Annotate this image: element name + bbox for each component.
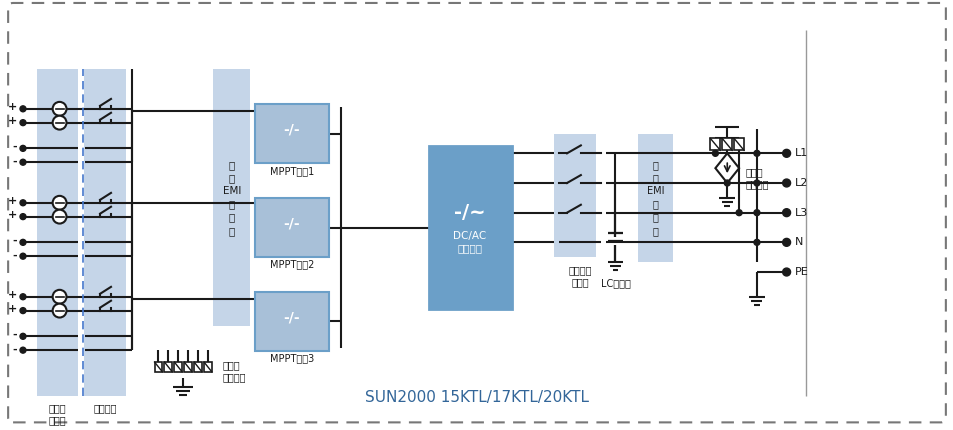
Text: 输入电
流检测: 输入电 流检测: [49, 404, 67, 425]
Text: -: -: [12, 141, 17, 151]
FancyBboxPatch shape: [84, 69, 126, 396]
Text: MPPT电路1: MPPT电路1: [270, 166, 314, 176]
Text: -: -: [12, 345, 17, 355]
FancyBboxPatch shape: [554, 134, 595, 257]
FancyBboxPatch shape: [255, 198, 328, 257]
Text: 直流开关: 直流开关: [93, 404, 116, 414]
Bar: [734, 138, 743, 150]
Circle shape: [736, 210, 741, 215]
Text: PE: PE: [794, 267, 807, 277]
Text: -/~: -/~: [454, 203, 485, 222]
Circle shape: [753, 180, 760, 186]
Text: -/-: -/-: [283, 217, 300, 230]
Text: SUN2000 15KTL/17KTL/20KTL: SUN2000 15KTL/17KTL/20KTL: [365, 390, 588, 405]
Circle shape: [781, 209, 790, 217]
Circle shape: [781, 179, 790, 187]
Text: -: -: [12, 235, 17, 246]
Circle shape: [781, 268, 790, 276]
Text: +: +: [8, 196, 17, 206]
Bar: [710, 138, 720, 150]
Text: L1: L1: [794, 148, 807, 158]
FancyBboxPatch shape: [638, 134, 672, 262]
Bar: [164, 362, 172, 372]
Circle shape: [52, 290, 67, 304]
Text: LC滤波器: LC滤波器: [600, 278, 630, 288]
Circle shape: [753, 210, 760, 215]
Text: MPPT电路3: MPPT电路3: [270, 353, 314, 364]
Bar: [184, 362, 192, 372]
Circle shape: [52, 116, 67, 129]
Circle shape: [20, 214, 26, 220]
Circle shape: [781, 238, 790, 246]
Text: 直流浪
涌保护器: 直流浪 涌保护器: [223, 360, 246, 382]
Circle shape: [52, 210, 67, 224]
FancyBboxPatch shape: [428, 146, 511, 309]
Text: -: -: [12, 251, 17, 261]
Bar: [154, 362, 162, 372]
Circle shape: [20, 294, 26, 300]
Circle shape: [20, 253, 26, 259]
Circle shape: [20, 159, 26, 165]
Text: L2: L2: [794, 178, 807, 188]
Text: N: N: [794, 237, 802, 247]
Circle shape: [753, 240, 760, 245]
Circle shape: [52, 196, 67, 210]
Circle shape: [20, 347, 26, 353]
FancyBboxPatch shape: [255, 104, 328, 163]
Text: +: +: [8, 304, 17, 313]
Bar: [174, 362, 182, 372]
Text: -: -: [12, 157, 17, 167]
Bar: [204, 362, 212, 372]
Bar: [193, 362, 202, 372]
Text: 交流浪
涌保护器: 交流浪 涌保护器: [744, 167, 768, 189]
Text: -/-: -/-: [283, 310, 300, 325]
FancyBboxPatch shape: [213, 69, 251, 326]
Text: 输出隔离
继电器: 输出隔离 继电器: [568, 265, 591, 288]
Circle shape: [52, 102, 67, 116]
Circle shape: [20, 240, 26, 245]
Circle shape: [20, 307, 26, 313]
Text: -/-: -/-: [283, 123, 300, 137]
Circle shape: [712, 150, 718, 156]
Circle shape: [20, 200, 26, 206]
Text: +: +: [8, 102, 17, 112]
FancyBboxPatch shape: [255, 292, 328, 350]
Text: +: +: [8, 290, 17, 300]
Text: +: +: [8, 116, 17, 126]
Circle shape: [20, 120, 26, 126]
Circle shape: [753, 150, 760, 156]
Circle shape: [20, 145, 26, 151]
Bar: [721, 138, 732, 150]
Circle shape: [20, 333, 26, 339]
Text: 输
入
EMI
滤
波
器: 输 入 EMI 滤 波 器: [222, 160, 240, 236]
Text: MPPT电路2: MPPT电路2: [270, 260, 314, 270]
Text: +: +: [8, 210, 17, 220]
Text: -: -: [12, 329, 17, 339]
Text: 输
出
EMI
滤
波
器: 输 出 EMI 滤 波 器: [646, 160, 663, 236]
Text: DC/AC
逆变电路: DC/AC 逆变电路: [453, 231, 486, 254]
Circle shape: [52, 304, 67, 317]
Text: L3: L3: [794, 208, 807, 218]
Circle shape: [723, 180, 729, 186]
FancyBboxPatch shape: [37, 69, 78, 396]
Polygon shape: [715, 154, 739, 183]
Circle shape: [781, 149, 790, 157]
Circle shape: [20, 106, 26, 112]
